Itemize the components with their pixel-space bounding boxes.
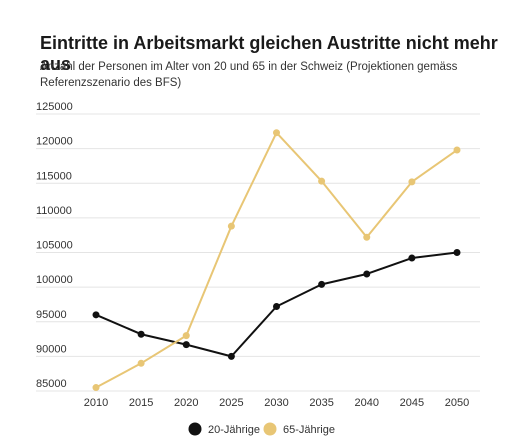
y-axis-ticks: 125000 120000 115000 110000 105000 100000 9500… xyxy=(36,101,73,390)
y-tick-label: 115000 xyxy=(36,170,72,182)
legend-label: 65-Jährige xyxy=(283,424,335,436)
x-tick-label: 2015 xyxy=(129,397,153,409)
x-tick-label: 2010 xyxy=(84,397,108,409)
x-tick-label: 2025 xyxy=(219,397,243,409)
y-tick-label: 105000 xyxy=(36,240,73,252)
data-point xyxy=(227,222,235,230)
data-point xyxy=(92,311,100,319)
x-axis-ticks: 2010 2015 2020 2025 2030 2035 2040 2045 2050 xyxy=(84,397,469,409)
data-point xyxy=(318,177,326,185)
x-tick-label: 2050 xyxy=(445,397,469,409)
data-point xyxy=(182,341,190,349)
data-point xyxy=(363,233,371,241)
series-lines xyxy=(95,131,458,389)
data-point xyxy=(453,249,461,256)
series-line-1 xyxy=(95,131,458,389)
x-tick-label: 2045 xyxy=(400,397,424,409)
data-point xyxy=(408,178,416,186)
data-point xyxy=(318,280,326,288)
data-point xyxy=(408,254,416,262)
data-point xyxy=(453,146,461,154)
y-tick-label: 100000 xyxy=(36,274,73,286)
data-point xyxy=(137,330,145,338)
data-point xyxy=(137,359,145,367)
series-points xyxy=(92,129,461,392)
data-point xyxy=(273,129,280,137)
data-point xyxy=(273,303,280,311)
x-tick-label: 2035 xyxy=(309,397,333,409)
data-point xyxy=(92,384,100,392)
y-tick-label: 120000 xyxy=(36,136,73,148)
legend-marker xyxy=(263,422,277,436)
legend-label: 20-Jährige xyxy=(208,424,260,436)
x-tick-label: 2030 xyxy=(264,397,288,409)
y-tick-label: 125000 xyxy=(36,101,73,113)
chart-subtitle: Anzahl der Personen im Alter von 20 und … xyxy=(40,61,458,89)
x-tick-label: 2020 xyxy=(174,397,198,409)
y-tick-label: 90000 xyxy=(36,343,67,355)
gridlines xyxy=(36,113,480,392)
y-tick-label: 95000 xyxy=(36,309,67,321)
data-point xyxy=(363,270,371,278)
data-point xyxy=(182,332,190,340)
y-tick-label: 110000 xyxy=(36,205,72,217)
data-point xyxy=(227,352,235,360)
chart-title: Eintritte in Arbeitsmarkt gleichen Austr… xyxy=(40,33,498,74)
y-tick-label: 85000 xyxy=(36,378,67,390)
legend-marker xyxy=(188,422,202,436)
x-tick-label: 2040 xyxy=(355,397,379,409)
legend: 20-Jährige 65-Jährige xyxy=(188,422,335,436)
